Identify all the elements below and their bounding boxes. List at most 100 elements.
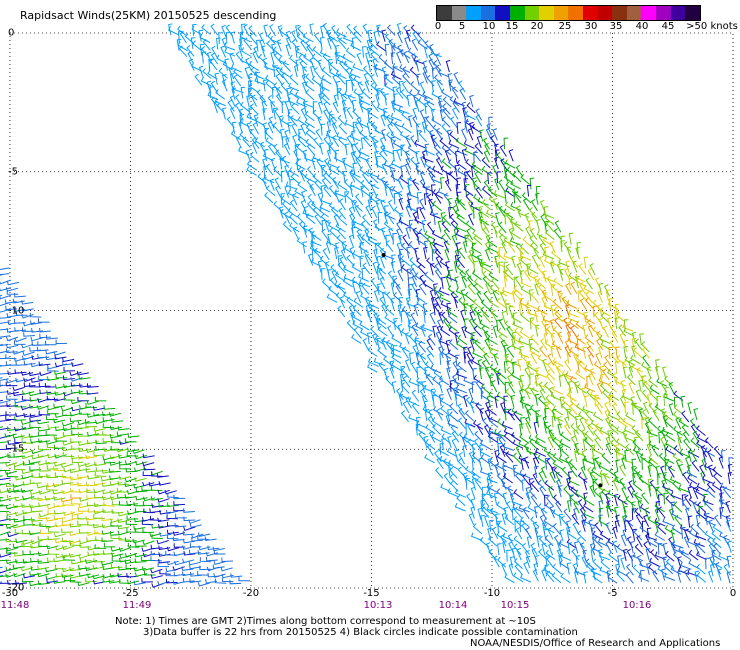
wind-barb — [157, 489, 170, 495]
wind-barb — [519, 423, 524, 436]
wind-barb — [273, 46, 283, 58]
wind-barb — [422, 183, 434, 192]
wind-barb — [142, 453, 155, 459]
wind-barb — [273, 82, 283, 94]
wind-barb — [474, 478, 483, 491]
wind-barb — [541, 542, 547, 556]
wind-barb — [697, 501, 707, 513]
wind-barb — [518, 349, 530, 359]
wind-barb — [568, 459, 578, 471]
wind-barb — [269, 178, 275, 191]
wind-barb — [497, 287, 508, 297]
wind-barb — [429, 263, 435, 276]
wind-barb — [70, 475, 82, 481]
wind-barb — [95, 439, 108, 445]
wind-barb — [388, 186, 394, 199]
wind-barb — [520, 285, 532, 295]
wind-barb — [583, 496, 595, 506]
wind-barb — [513, 410, 522, 423]
wind-barb — [491, 309, 498, 323]
wind-barb — [569, 465, 578, 478]
wind-barb — [569, 397, 580, 409]
wind-barb — [491, 379, 498, 393]
wind-barb — [515, 527, 523, 540]
wind-barb — [417, 263, 427, 276]
wind-barb — [447, 159, 458, 170]
wind-barb — [400, 145, 411, 156]
wind-barb — [413, 94, 418, 107]
wind-barb — [370, 51, 379, 63]
wind-barb — [692, 430, 700, 443]
wind-barb — [502, 492, 508, 505]
wind-barb — [584, 395, 589, 408]
wind-barb — [447, 197, 453, 211]
wind-barb — [290, 173, 300, 185]
wind-barb — [536, 219, 541, 232]
wind-barb — [450, 424, 459, 437]
wind-barb — [329, 277, 339, 289]
wind-barb — [613, 493, 619, 507]
wind-barb — [401, 81, 409, 94]
wind-barb — [560, 572, 571, 584]
wind-barb — [696, 563, 706, 575]
time-label: 11:49 — [122, 600, 152, 611]
wind-barb — [422, 60, 428, 73]
wind-barb — [553, 228, 562, 240]
wind-barb — [6, 495, 19, 500]
colorbar-label: 25 — [558, 21, 572, 32]
wind-barb — [703, 511, 715, 520]
wind-barb — [262, 152, 274, 162]
wind-barb — [478, 205, 484, 219]
wind-barb — [447, 349, 459, 359]
wind-barb — [487, 432, 498, 443]
wind-barb — [563, 485, 572, 498]
wind-barb — [390, 136, 395, 149]
wind-barb — [592, 326, 603, 337]
wind-barb — [456, 495, 466, 507]
wind-barb — [712, 481, 723, 492]
wind-barb — [0, 475, 3, 477]
wind-barb — [483, 290, 492, 303]
wind-barb — [599, 566, 611, 575]
wind-barb — [118, 565, 131, 571]
wind-barb — [615, 450, 621, 462]
wind-barb — [335, 222, 346, 233]
wind-barb — [338, 136, 348, 148]
wind-barb — [544, 214, 555, 226]
wind-barb — [575, 246, 580, 260]
wind-barb — [245, 57, 252, 70]
wind-barb — [384, 183, 389, 196]
wind-barb — [281, 200, 291, 213]
wind-barb — [381, 227, 386, 240]
wind-barb — [552, 459, 563, 470]
wind-barb — [311, 230, 322, 241]
wind-barb — [14, 369, 27, 374]
wind-barb — [387, 122, 394, 136]
wind-barb — [319, 37, 325, 49]
wind-barb — [116, 431, 129, 437]
wind-barb — [483, 179, 492, 192]
wind-barb — [373, 30, 378, 44]
wind-barb — [559, 268, 564, 281]
wind-barb — [634, 543, 644, 555]
wind-barb — [511, 188, 522, 199]
wind-barb — [198, 532, 211, 537]
wind-barb — [432, 165, 443, 176]
wind-barb — [255, 116, 266, 127]
wind-barb — [69, 540, 82, 547]
wind-barb — [545, 402, 555, 415]
wind-barb — [351, 199, 356, 213]
wind-barb — [0, 294, 12, 300]
wind-barb — [430, 432, 442, 443]
wind-barb — [464, 474, 475, 485]
wind-barb — [158, 502, 171, 508]
wind-barb — [293, 64, 299, 78]
wind-barb — [338, 214, 348, 226]
wind-barb — [191, 62, 202, 72]
wind-barb — [20, 405, 34, 411]
wind-barb — [513, 284, 523, 296]
wind-barb — [357, 233, 364, 246]
wind-barb — [69, 566, 82, 572]
wind-barb — [37, 580, 50, 586]
wind-barb — [406, 192, 412, 205]
